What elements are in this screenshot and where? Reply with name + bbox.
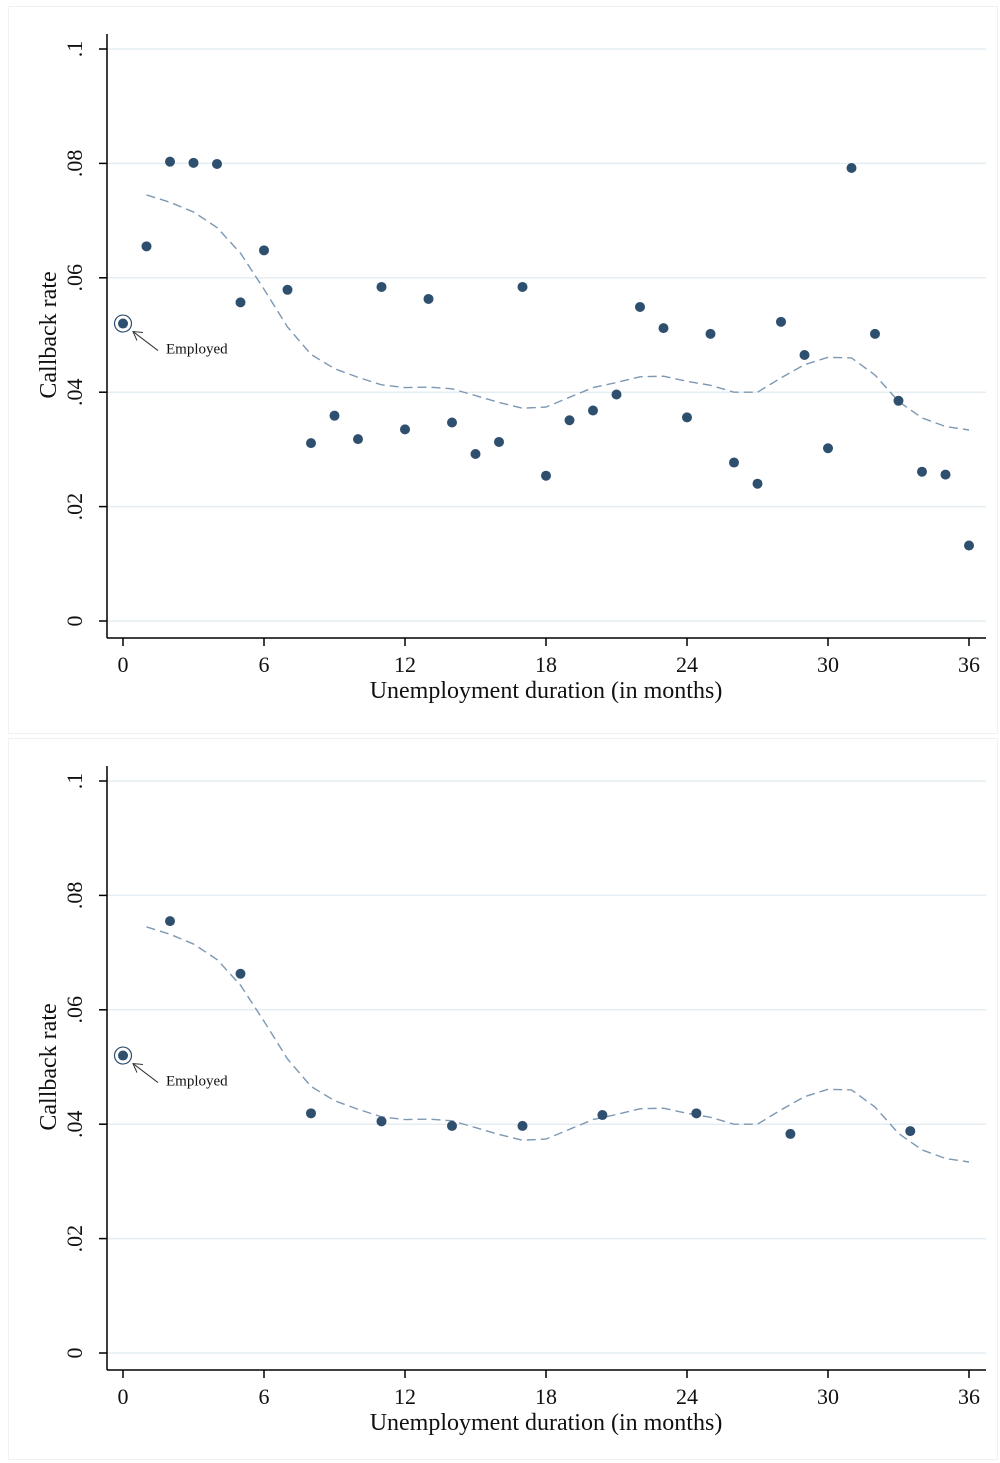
data-point-24 — [705, 328, 716, 339]
data-point-33 — [917, 466, 927, 477]
y-tick-label-3: .06 — [62, 996, 87, 1024]
y-axis-title: Callback rate — [36, 1003, 62, 1130]
data-point-35 — [964, 540, 974, 551]
data-point-12 — [423, 293, 434, 304]
data-point-34 — [940, 469, 951, 480]
employed-ring — [113, 314, 133, 333]
data-point-16 — [517, 281, 528, 292]
data-point-0 — [165, 916, 175, 927]
employed-arrow-shaft — [132, 1063, 159, 1083]
data-point-18 — [564, 415, 575, 426]
data-point-2 — [188, 157, 199, 168]
data-point-9 — [905, 1126, 916, 1137]
data-point-8 — [785, 1128, 796, 1139]
y-tick-label-4: .08 — [62, 150, 87, 178]
data-point-14 — [470, 448, 481, 459]
data-point-3 — [376, 1116, 387, 1127]
data-point-7 — [691, 1108, 702, 1119]
y-tick-label-5: .1 — [62, 41, 87, 58]
data-point-9 — [353, 434, 363, 445]
data-point-10 — [376, 281, 387, 292]
data-point-5 — [517, 1120, 528, 1131]
employed-ring — [113, 1046, 133, 1065]
x-tick-label-1: 6 — [259, 1384, 270, 1409]
data-point-8 — [329, 410, 340, 421]
data-point-6 — [597, 1110, 608, 1121]
y-tick-label-0: 0 — [62, 1348, 87, 1359]
x-tick-label-0: 0 — [118, 1384, 129, 1409]
data-point-5 — [259, 245, 269, 256]
data-point-21 — [635, 301, 645, 312]
data-point-3 — [212, 158, 222, 169]
x-tick-label-4: 24 — [676, 1384, 698, 1409]
employed-arrow-shaft — [132, 331, 159, 351]
x-tick-label-5: 30 — [817, 1384, 839, 1409]
data-point-13 — [447, 417, 457, 428]
chart-panel-top: 0 .02 .04 .06 .08 .1 0 6 12 18 24 30 36 Unemployment … — [8, 6, 998, 734]
data-point-23 — [682, 412, 692, 423]
data-point-22 — [658, 323, 669, 334]
y-tick-label-2: .04 — [62, 1110, 87, 1138]
data-point-1 — [235, 968, 246, 979]
data-point-4 — [235, 297, 246, 308]
scatter-chart-top: 0 .02 .04 .06 .08 .1 0 6 12 18 24 30 36 Unemployment … — [36, 34, 986, 704]
chart-panel-bottom: 0 .02 .04 .06 .08 .1 0 6 12 18 24 30 36 Unemployment … — [8, 738, 998, 1460]
data-point-30 — [846, 162, 857, 173]
x-tick-label-3: 18 — [535, 1384, 557, 1409]
data-point-7 — [306, 438, 316, 449]
scatter-chart-bottom: 0 .02 .04 .06 .08 .1 0 6 12 18 24 30 36 Unemployment … — [36, 766, 986, 1436]
data-point-15 — [494, 436, 504, 447]
data-point-28 — [799, 350, 810, 361]
data-point-19 — [588, 405, 598, 416]
employed-point — [118, 1050, 128, 1061]
data-point-0 — [141, 241, 152, 252]
x-tick-label-6: 36 — [958, 1384, 980, 1409]
y-tick-label-1: .02 — [62, 493, 87, 520]
y-tick-label-0: 0 — [62, 616, 87, 627]
data-point-26 — [752, 478, 763, 489]
data-point-4 — [447, 1120, 457, 1131]
data-point-17 — [541, 470, 551, 481]
data-point-25 — [729, 457, 739, 468]
y-axis-title: Callback rate — [36, 271, 62, 398]
employed-arrowhead-icon — [132, 1062, 144, 1073]
x-tick-label-4: 24 — [676, 652, 698, 677]
x-tick-label-2: 12 — [394, 1384, 416, 1409]
employed-point — [118, 318, 128, 329]
data-point-20 — [611, 389, 622, 400]
data-point-27 — [776, 316, 786, 327]
fitted-line — [146, 194, 970, 431]
data-point-6 — [282, 284, 293, 295]
data-point-2 — [306, 1108, 316, 1119]
y-tick-label-3: .06 — [62, 264, 87, 292]
employed-label: Employed — [166, 1074, 228, 1090]
data-point-11 — [400, 424, 410, 435]
y-tick-label-5: .1 — [62, 773, 87, 790]
fitted-line — [146, 926, 970, 1163]
x-axis-title: Unemployment duration (in months) — [370, 678, 723, 704]
y-tick-label-2: .04 — [62, 378, 87, 406]
x-tick-label-0: 0 — [118, 652, 129, 677]
data-point-1 — [165, 156, 175, 167]
x-tick-label-1: 6 — [259, 652, 270, 677]
y-tick-label-4: .08 — [62, 882, 87, 910]
y-tick-label-1: .02 — [62, 1225, 87, 1253]
employed-arrowhead-icon — [132, 330, 144, 341]
employed-label: Employed — [166, 342, 228, 358]
x-tick-label-5: 30 — [817, 652, 839, 677]
data-point-31 — [870, 328, 880, 339]
x-tick-label-3: 18 — [535, 652, 557, 677]
data-point-29 — [823, 443, 833, 454]
data-point-32 — [893, 395, 904, 406]
x-axis-title: Unemployment duration (in months) — [370, 1410, 723, 1436]
x-tick-label-6: 36 — [958, 652, 980, 677]
x-tick-label-2: 12 — [394, 652, 416, 677]
